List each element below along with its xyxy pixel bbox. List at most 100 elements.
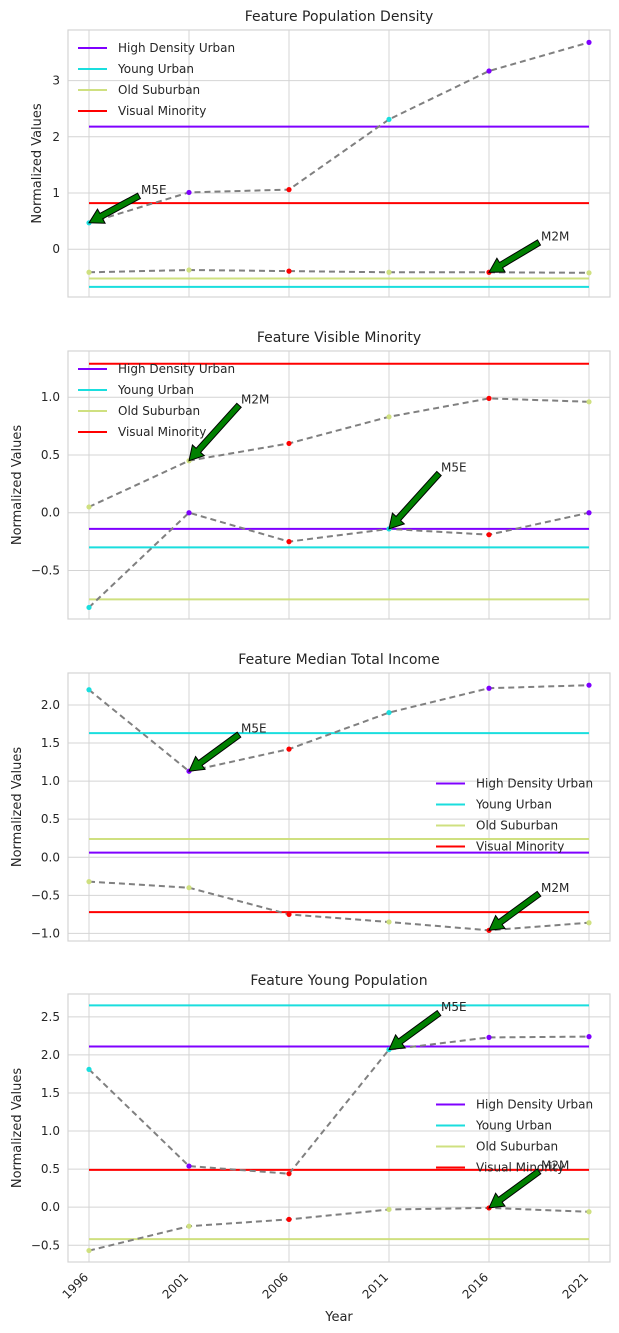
annotation-label: M5E bbox=[241, 722, 267, 736]
annotation-arrow bbox=[388, 1009, 442, 1051]
y-tick-label: 2 bbox=[52, 130, 60, 144]
legend-label: Visual Minority bbox=[476, 1161, 564, 1175]
annotation-label: M2M bbox=[541, 1158, 569, 1172]
data-point bbox=[586, 39, 592, 45]
data-point bbox=[586, 1034, 592, 1040]
data-point bbox=[286, 1216, 292, 1222]
legend-label: High Density Urban bbox=[476, 1098, 593, 1112]
legend-label: Old Suburban bbox=[476, 1140, 558, 1154]
y-tick-label: 3 bbox=[52, 74, 60, 88]
y-tick-label: 2.5 bbox=[41, 1010, 60, 1024]
data-point bbox=[386, 919, 392, 925]
y-tick-label: 2.0 bbox=[41, 1048, 60, 1062]
data-point bbox=[86, 1066, 92, 1072]
x-tick-label: 2016 bbox=[460, 1270, 491, 1301]
data-point bbox=[386, 1206, 392, 1213]
chart-title: Feature Visible Minority bbox=[257, 330, 421, 346]
y-tick-label: 0.5 bbox=[41, 812, 60, 826]
y-tick-label: 0.0 bbox=[41, 850, 60, 864]
y-tick-label: 0 bbox=[52, 242, 60, 256]
data-point bbox=[286, 187, 292, 193]
data-point bbox=[386, 709, 392, 716]
data-point bbox=[186, 885, 192, 891]
annotation-arrow bbox=[488, 1168, 542, 1209]
data-point bbox=[286, 1171, 292, 1177]
y-tick-label: 1.0 bbox=[41, 774, 60, 788]
chart-panel-3: Feature Median Total Income −1.0 −0.5 0.0 0.… bbox=[10, 652, 611, 942]
data-point bbox=[286, 911, 292, 917]
data-point bbox=[586, 920, 592, 926]
legend-label: Young Urban bbox=[475, 798, 552, 812]
legend-label: High Density Urban bbox=[476, 777, 593, 791]
chart-title: Feature Young Population bbox=[250, 973, 427, 989]
data-point bbox=[86, 504, 92, 510]
data-point bbox=[486, 1034, 492, 1040]
chart-panel-4: Feature Young Population −0.5 0.0 0.5 1.0 1.5… bbox=[10, 973, 611, 1325]
data-point bbox=[486, 532, 492, 538]
data-point bbox=[586, 270, 592, 276]
y-tick-label: −0.5 bbox=[31, 1238, 60, 1252]
y-axis-label: Normalized Values bbox=[10, 425, 25, 546]
chart-panel-1: Feature Population Density 0 1 2 3 Normalized… bbox=[30, 9, 611, 298]
data-point bbox=[86, 269, 92, 275]
annotation-arrow bbox=[488, 239, 542, 273]
x-tick-label: 2006 bbox=[260, 1270, 291, 1301]
y-tick-label: 0.5 bbox=[41, 1162, 60, 1176]
y-tick-label: −0.5 bbox=[31, 888, 60, 902]
data-point bbox=[286, 440, 292, 447]
chart-title: Feature Population Density bbox=[245, 9, 434, 25]
data-point bbox=[586, 682, 592, 688]
series-line bbox=[88, 1206, 590, 1252]
y-tick-label: 0.5 bbox=[41, 448, 60, 462]
legend: High Density Urban Young Urban Old Suburba… bbox=[78, 41, 235, 118]
y-tick-label: −0.5 bbox=[31, 563, 60, 577]
annotation-label: M2M bbox=[241, 392, 269, 406]
legend-label: Visual Minority bbox=[118, 425, 206, 439]
annotation-arrow bbox=[188, 402, 242, 462]
y-tick-label: −1.0 bbox=[31, 926, 60, 940]
data-point bbox=[486, 68, 492, 74]
y-tick-label: 1.5 bbox=[41, 1086, 60, 1100]
annotation-label: M5E bbox=[441, 1000, 467, 1014]
data-point bbox=[286, 539, 292, 545]
legend-label: Visual Minority bbox=[476, 840, 564, 854]
legend-label: Young Urban bbox=[117, 62, 194, 76]
data-point bbox=[586, 510, 592, 516]
x-tick-label: 2021 bbox=[560, 1270, 591, 1301]
legend-label: Young Urban bbox=[117, 383, 194, 397]
series-line bbox=[88, 268, 590, 274]
y-tick-label: 1 bbox=[52, 186, 60, 200]
legend-label: High Density Urban bbox=[118, 362, 235, 376]
annotation-label: M2M bbox=[541, 229, 569, 243]
data-point bbox=[286, 268, 292, 274]
data-point bbox=[186, 1223, 192, 1229]
annotation-label: M2M bbox=[541, 881, 569, 895]
legend-label: Young Urban bbox=[475, 1119, 552, 1133]
legend: High Density Urban Young Urban Old Suburba… bbox=[436, 1098, 593, 1175]
annotation-label: M5E bbox=[141, 183, 167, 197]
data-point bbox=[186, 1163, 192, 1169]
series-line bbox=[88, 41, 590, 224]
y-axis-label: Normalized Values bbox=[10, 747, 25, 868]
plot-frame bbox=[67, 350, 611, 620]
y-axis-label: Normalized Values bbox=[10, 1068, 25, 1189]
data-point bbox=[386, 269, 392, 275]
data-point bbox=[386, 414, 392, 420]
data-point bbox=[86, 1247, 92, 1254]
chart-panel-2: Feature Visible Minority −0.5 0.0 0.5 1.0 Nor… bbox=[10, 330, 611, 620]
plot-frame bbox=[67, 672, 611, 942]
legend-label: Old Suburban bbox=[118, 404, 200, 418]
series-line bbox=[88, 684, 590, 773]
y-tick-label: 1.0 bbox=[41, 390, 60, 404]
legend-label: Visual Minority bbox=[118, 104, 206, 118]
x-tick-label: 2001 bbox=[160, 1270, 191, 1301]
series-line bbox=[88, 1035, 590, 1175]
data-point bbox=[386, 116, 392, 122]
series-line bbox=[88, 397, 590, 508]
y-tick-label: 1.5 bbox=[41, 736, 60, 750]
legend-label: Old Suburban bbox=[118, 83, 200, 97]
chart-title: Feature Median Total Income bbox=[238, 652, 439, 668]
data-point bbox=[86, 879, 92, 885]
y-tick-label: 1.0 bbox=[41, 1124, 60, 1138]
